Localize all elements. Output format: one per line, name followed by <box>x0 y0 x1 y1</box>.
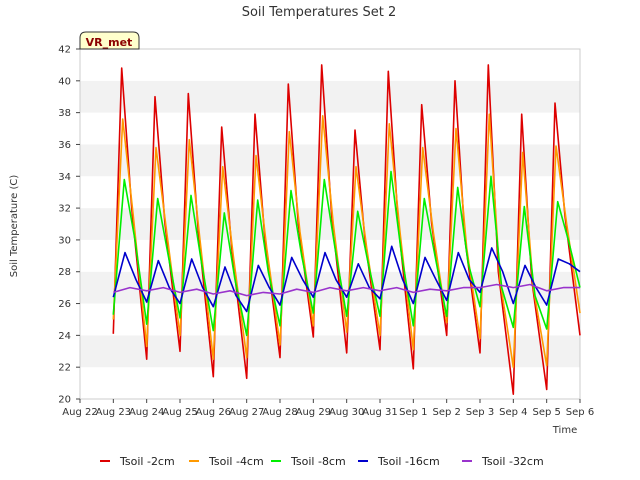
legend-label: Tsoil -16cm <box>377 455 440 468</box>
y-tick-label: 26 <box>58 299 71 310</box>
legend-label: Tsoil -2cm <box>119 455 175 468</box>
x-tick-label: Sep 4 <box>499 407 527 418</box>
badge-box <box>79 31 140 50</box>
x-tick-label: Aug 23 <box>96 407 131 418</box>
vr-met-badge: VR_met <box>79 31 140 50</box>
x-tick-label: Aug 26 <box>196 407 231 418</box>
y-axis-ticks: 20 22 24 26 28 30 32 34 36 38 40 42 <box>58 45 80 406</box>
x-tick-label: Aug 24 <box>129 407 164 418</box>
y-tick-label: 32 <box>58 204 71 215</box>
x-tick-label: Sep 2 <box>432 407 460 418</box>
x-tick-label: Sep 5 <box>532 407 560 418</box>
legend-label: Tsoil -8cm <box>290 455 346 468</box>
y-tick-label: 28 <box>58 267 71 278</box>
x-axis-label: Time <box>552 425 577 436</box>
y-tick-label: 42 <box>58 45 71 56</box>
plot-band <box>80 367 580 399</box>
series-line-tsoil-8cm <box>112 170 581 337</box>
y-tick-label: 34 <box>58 172 71 183</box>
legend-label: Tsoil -32cm <box>481 455 544 468</box>
plot-band <box>80 49 580 81</box>
plot-band <box>80 112 580 145</box>
plot-band <box>80 335 580 368</box>
plot-frame <box>79 48 581 400</box>
y-tick-label: 36 <box>58 140 71 151</box>
x-tick-label: Sep 6 <box>566 407 594 418</box>
y-tick-label: 40 <box>58 76 71 87</box>
y-axis-label: Soil Temperature (C) <box>9 175 20 278</box>
y-tick-label: 22 <box>58 363 71 374</box>
x-tick-label: Aug 28 <box>262 407 297 418</box>
plot-band <box>80 80 580 113</box>
x-tick-label: Aug 29 <box>296 407 331 418</box>
y-tick-label: 24 <box>58 331 71 342</box>
y-tick-label: 20 <box>58 395 71 406</box>
plot-band <box>80 144 580 177</box>
x-tick-label: Aug 30 <box>329 407 364 418</box>
series-line-tsoil-4cm <box>112 113 581 369</box>
series-line-tsoil-32cm <box>113 283 580 297</box>
x-tick-label: Aug 27 <box>229 407 264 418</box>
legend: Tsoil -2cm Tsoil -4cm Tsoil -8cm Tsoil -16c… <box>100 455 544 468</box>
legend-label: Tsoil -4cm <box>208 455 264 468</box>
chart-title: Soil Temperatures Set 2 <box>242 5 397 20</box>
x-tick-label: Aug 22 <box>62 407 97 418</box>
x-tick-label: Aug 31 <box>362 407 397 418</box>
x-tick-label: Aug 25 <box>162 407 197 418</box>
y-tick-label: 38 <box>58 108 71 119</box>
series-layer <box>112 64 581 396</box>
series-line-tsoil-16cm <box>112 245 581 313</box>
y-tick-label: 30 <box>58 235 71 246</box>
series-line-tsoil-2cm <box>112 64 581 396</box>
x-tick-label: Sep 1 <box>399 407 427 418</box>
badge-label: VR_met <box>86 36 133 49</box>
x-tick-label: Sep 3 <box>466 407 494 418</box>
plot-band <box>80 303 580 336</box>
